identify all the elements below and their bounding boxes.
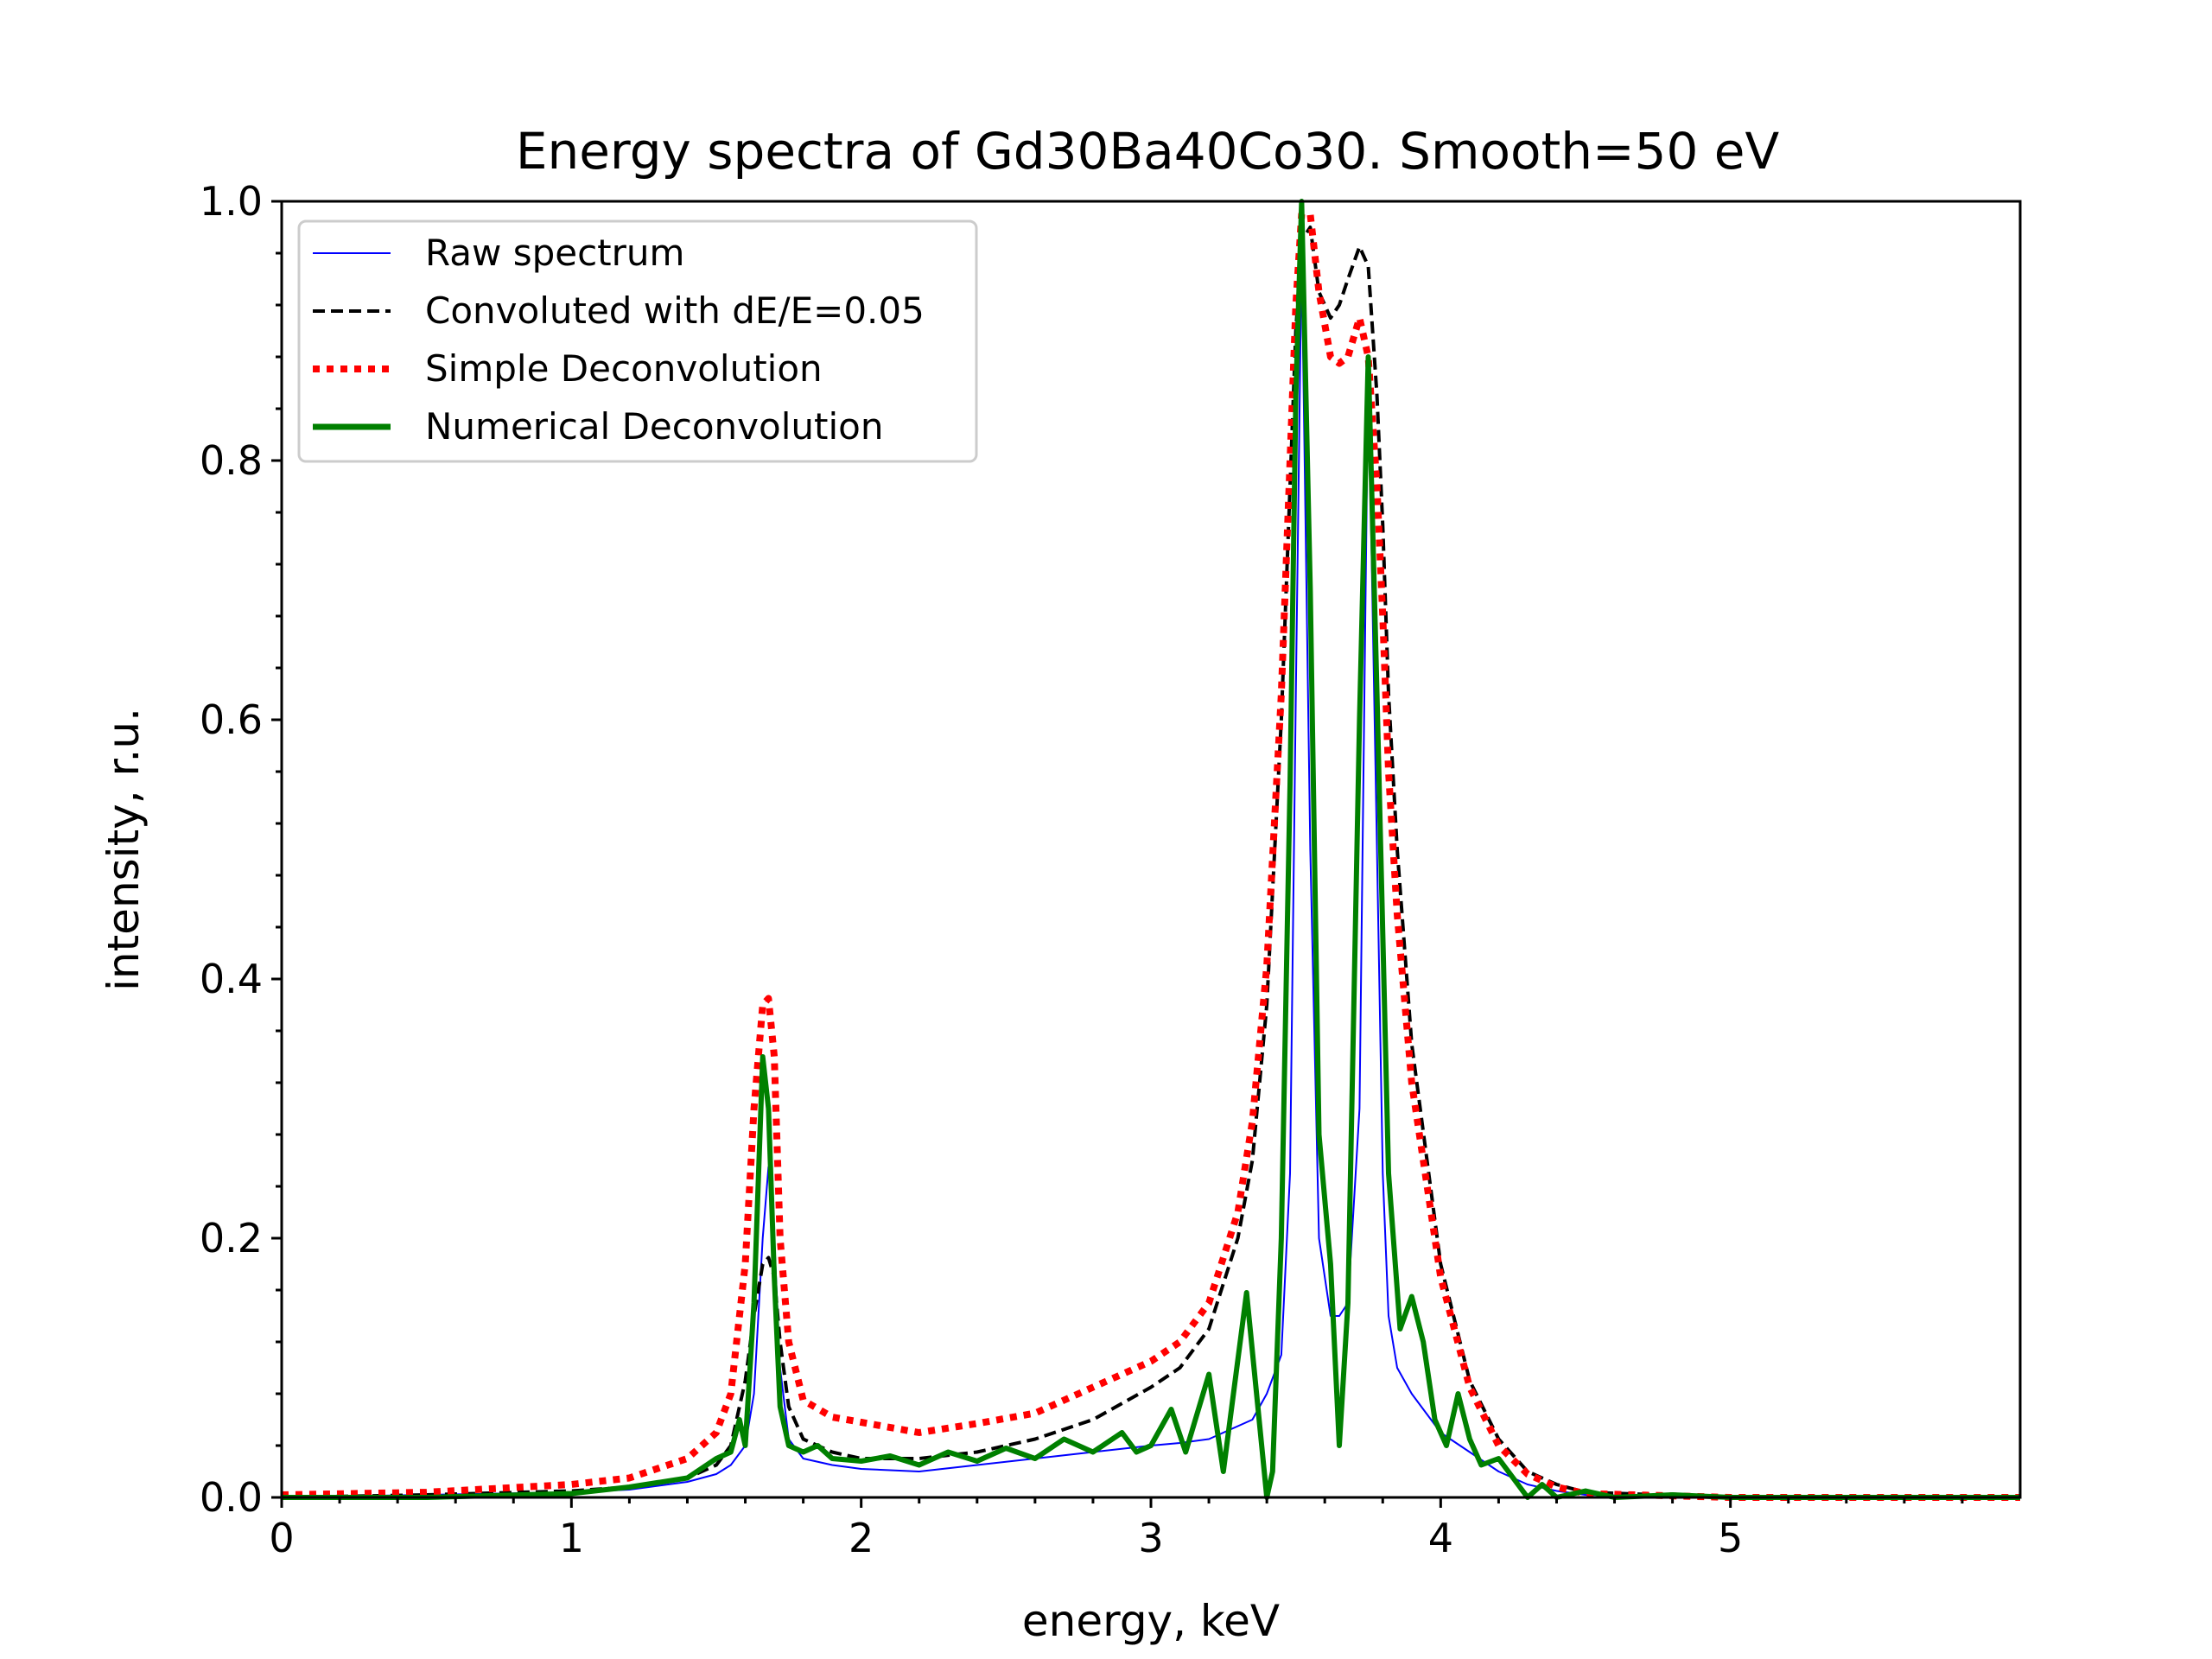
x-tick-label: 2 [849,1515,874,1561]
y-tick-label: 0.6 [200,696,263,743]
x-tick-label: 5 [1718,1515,1743,1561]
y-axis: 0.0 0.2 0.4 0.6 0.8 1.0 [200,178,282,1521]
legend-label-convoluted: Convoluted with dE/E=0.05 [425,289,925,332]
x-tick-label: 0 [269,1515,294,1561]
x-tick-label: 3 [1138,1515,1163,1561]
y-tick-label: 1.0 [200,178,263,225]
x-tick-label: 4 [1428,1515,1453,1561]
x-axis-label: energy, keV [1022,1596,1280,1646]
legend: Raw spectrum Convoluted with dE/E=0.05 S… [297,219,978,463]
y-tick-label: 0.2 [200,1215,263,1262]
x-axis: 0 1 2 3 4 5 [269,1497,1964,1561]
series-line-2 [281,211,2020,1501]
plot-area [281,199,2020,1501]
y-tick-label: 0.4 [200,956,263,1002]
y-axis-label: intensity, r.u. [99,708,149,991]
series-line-3 [282,199,2020,1500]
x-tick-label: 1 [559,1515,584,1561]
legend-box [297,219,978,463]
y-tick-label: 0.8 [200,437,263,484]
y-tick-label: 0.0 [200,1474,263,1521]
legend-label-raw: Raw spectrum [425,232,684,274]
chart-title: Energy spectra of Gd30Ba40Co30. Smooth=5… [516,122,1780,181]
series-line-1 [281,226,2020,1499]
legend-label-simple: Simple Deconvolution [425,347,823,390]
legend-label-numerical: Numerical Deconvolution [425,405,883,448]
series-line-0 [281,252,2020,1498]
